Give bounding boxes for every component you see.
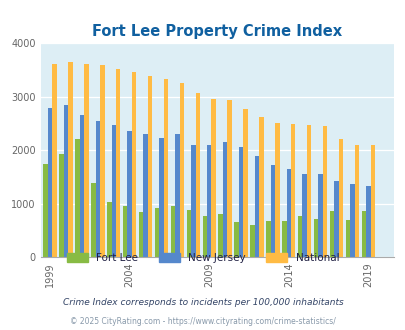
Bar <box>266 221 270 257</box>
Bar <box>195 93 200 257</box>
Bar <box>79 115 84 257</box>
Bar <box>306 125 311 257</box>
Bar <box>318 174 322 257</box>
Bar <box>254 156 258 257</box>
Bar <box>96 121 100 257</box>
Bar <box>354 145 358 257</box>
Bar <box>48 108 52 257</box>
Bar <box>64 105 68 257</box>
Bar <box>75 139 79 257</box>
Bar <box>218 214 222 257</box>
Bar <box>365 185 370 257</box>
Bar <box>345 220 350 257</box>
Bar <box>333 181 338 257</box>
Bar <box>127 131 132 257</box>
Bar <box>147 76 152 257</box>
Bar <box>202 215 207 257</box>
Bar <box>154 208 159 257</box>
Bar <box>234 222 238 257</box>
Bar <box>100 65 104 257</box>
Bar <box>290 124 295 257</box>
Bar <box>338 139 342 257</box>
Bar <box>159 138 163 257</box>
Bar <box>132 72 136 257</box>
Bar <box>68 62 72 257</box>
Bar <box>258 117 263 257</box>
Bar <box>43 164 48 257</box>
Bar <box>361 211 365 257</box>
Bar <box>238 147 243 257</box>
Bar <box>191 145 195 257</box>
Bar <box>322 126 326 257</box>
Bar <box>286 170 290 257</box>
Bar <box>139 213 143 257</box>
Bar <box>116 69 120 257</box>
Bar <box>270 165 275 257</box>
Bar <box>186 210 191 257</box>
Bar <box>302 174 306 257</box>
Bar <box>250 225 254 257</box>
Text: Crime Index corresponds to incidents per 100,000 inhabitants: Crime Index corresponds to incidents per… <box>62 298 343 307</box>
Bar <box>179 83 183 257</box>
Bar <box>281 221 286 257</box>
Bar <box>222 142 227 257</box>
Bar <box>313 219 318 257</box>
Bar <box>329 211 333 257</box>
Bar <box>243 109 247 257</box>
Bar <box>211 99 215 257</box>
Legend: Fort Lee, New Jersey, National: Fort Lee, New Jersey, National <box>62 248 343 267</box>
Bar <box>370 145 374 257</box>
Title: Fort Lee Property Crime Index: Fort Lee Property Crime Index <box>92 24 341 39</box>
Bar <box>207 145 211 257</box>
Bar <box>350 184 354 257</box>
Text: © 2025 CityRating.com - https://www.cityrating.com/crime-statistics/: © 2025 CityRating.com - https://www.city… <box>70 317 335 326</box>
Bar <box>123 206 127 257</box>
Bar <box>107 202 111 257</box>
Bar <box>275 123 279 257</box>
Bar <box>59 154 64 257</box>
Bar <box>297 215 302 257</box>
Bar <box>111 125 116 257</box>
Bar <box>84 64 88 257</box>
Bar <box>175 134 179 257</box>
Bar <box>143 134 147 257</box>
Bar <box>171 206 175 257</box>
Bar <box>91 183 96 257</box>
Bar <box>227 100 231 257</box>
Bar <box>163 79 168 257</box>
Bar <box>52 64 57 257</box>
